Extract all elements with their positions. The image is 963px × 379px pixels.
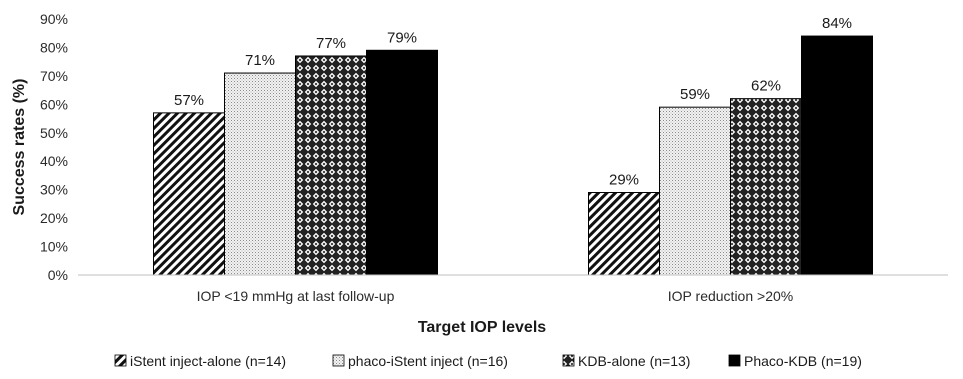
legend-label: Phaco-KDB (n=19) (744, 353, 862, 369)
legend-item: iStent inject-alone (n=14) (114, 353, 286, 369)
legend-swatch (114, 354, 127, 367)
y-tick-label: 60% (40, 96, 68, 112)
bar (730, 98, 802, 276)
x-tick-label: IOP <19 mmHg at last follow-up (197, 288, 395, 304)
data-label: 71% (245, 52, 275, 69)
legend-label: phaco-iStent inject (n=16) (348, 353, 508, 369)
bar (153, 112, 225, 276)
y-tick-label: 50% (40, 125, 68, 141)
data-label: 77% (316, 35, 346, 52)
bar (588, 192, 660, 276)
data-label: 84% (822, 15, 852, 32)
x-tick-label: IOP reduction >20% (668, 288, 793, 304)
data-label: 57% (174, 92, 204, 109)
legend-swatch (728, 354, 741, 367)
y-tick-label: 20% (40, 210, 68, 226)
data-label: 29% (609, 172, 639, 189)
legend: iStent inject-alone (n=14) phaco-iStent i… (114, 353, 862, 369)
y-axis-title: Success rates (%) (11, 79, 28, 216)
data-label: 59% (680, 86, 710, 103)
legend-item: phaco-iStent inject (n=16) (332, 353, 508, 369)
bar (224, 72, 296, 276)
legend-swatch (562, 354, 575, 367)
legend-label: iStent inject-alone (n=14) (130, 353, 286, 369)
y-tick-label: 80% (40, 39, 68, 55)
y-tick-label: 40% (40, 153, 68, 169)
bars (153, 35, 873, 276)
y-tick-label: 70% (40, 68, 68, 84)
y-tick-label: 30% (40, 182, 68, 198)
bar (659, 106, 731, 276)
x-axis-title: Target IOP levels (418, 319, 546, 336)
legend-item: KDB-alone (n=13) (562, 353, 690, 369)
legend-label: KDB-alone (n=13) (578, 353, 690, 369)
y-tick-label: 90% (40, 11, 68, 27)
y-tick-label: 10% (40, 239, 68, 255)
legend-item: Phaco-KDB (n=19) (728, 353, 862, 369)
x-axis-ticks: IOP <19 mmHg at last follow-up IOP reduct… (197, 288, 794, 304)
data-label: 79% (387, 29, 417, 46)
legend-swatch (332, 354, 345, 367)
y-tick-label: 0% (48, 267, 68, 283)
y-axis-ticks: 0% 10% 20% 30% 40% 50% 60% 70% 80% 90% (40, 11, 68, 283)
data-labels: 57% 71% 77% 79% 29% 59% 62% 84% (174, 15, 852, 188)
bar (366, 49, 438, 276)
bar (801, 35, 873, 276)
bar (295, 55, 367, 276)
data-label: 62% (751, 78, 781, 95)
